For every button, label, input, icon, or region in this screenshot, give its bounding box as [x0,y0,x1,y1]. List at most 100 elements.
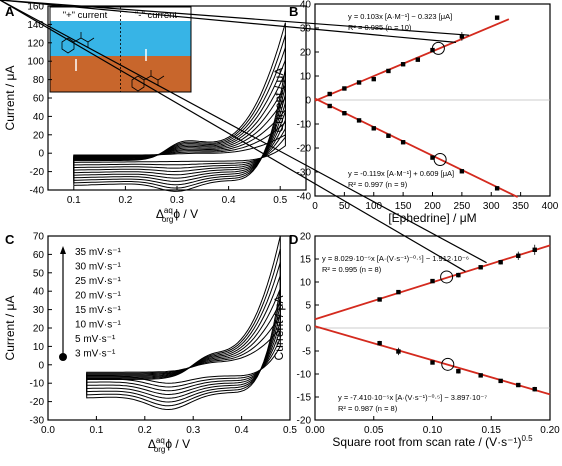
voltammogram-curve [86,235,281,411]
data-point [342,111,347,116]
x-tick-label: 0.1 [67,195,81,206]
y-axis-label: Current / μA [3,66,17,131]
data-point [494,186,500,191]
panel-d-scan-rate-dependence: D0.00 0.05 0.10 0.15 0.20-20-15-10-505101520… [0,0,560,449]
y-tick-label: 80 [33,75,45,86]
x-tick-label: 150 [395,201,412,212]
y-tick-label: -5 [302,347,311,358]
y-tick-label: -30 [297,168,312,179]
x-tick-label: 0.2 [138,425,152,436]
y-tick-label: 140 [27,20,44,31]
data-point [356,118,362,123]
data-point [415,57,421,62]
panel-letter-d: D [289,232,298,247]
x-tick-label: 0.15 [482,425,502,436]
x-tick-label: 0.0 [41,425,55,436]
y-tick-label: -30 [30,416,45,427]
data-point [516,253,521,258]
panel-letter-a: A [5,4,15,19]
fit-line [314,18,510,102]
y-tick-label: -20 [297,144,312,155]
fit-line [314,325,551,396]
voltammogram-curve [86,288,281,396]
highlight-circle [441,357,455,371]
y-tick-label: 40 [33,287,45,298]
y-tick-label: 20 [33,130,45,141]
inset-organic-phase [50,56,191,92]
y-axis-label: Current / μA [272,68,286,133]
regression-r-squared: R² = 0.995 (n = 8) [322,265,382,274]
y-axis-label: Current / μA [3,296,17,361]
x-tick-label: 0.1 [89,425,103,436]
regression-equation: y = -7.410·10⁻⁵x [A·(V·s⁻¹)⁻⁰·⁵] − 3.897… [338,393,487,402]
data-point [400,62,406,67]
data-point [327,103,332,109]
y-tick-label: 120 [27,38,44,49]
voltammogram-curve [73,22,286,192]
y-tick-label: 70 [33,232,45,243]
benzene-ring-icon [61,37,75,54]
y-tick-label: 60 [33,94,45,105]
voltammogram-curve [86,313,281,388]
y-tick-label: 20 [300,48,312,59]
data-point [400,140,406,145]
y-tick-label: 30 [33,305,45,316]
x-axis-label: [Ephedrine] / μM [388,211,476,225]
inset-header-bg [50,7,191,21]
x-tick-label: 0.5 [283,425,297,436]
direction-arrow-icon [0,0,457,43]
data-point [430,155,435,160]
data-point [459,169,465,174]
inset-aqueous-phase [50,21,191,56]
x-tick-label: 200 [424,201,441,212]
legend-start-dot-icon [59,353,67,361]
data-point [356,80,362,85]
data-point [377,297,382,302]
x-tick-label: 0.3 [170,195,184,206]
legend-entry: 35 mV·s⁻¹ [75,247,122,258]
x-tick-label: 0.4 [235,425,249,436]
voltammogram-curve [86,326,281,384]
voltammogram-curve [86,301,281,392]
data-point [371,76,376,82]
highlight-circle [431,41,445,55]
y-tick-label: -20 [30,167,45,178]
data-point [478,265,483,270]
legend-entry: 3 mV·s⁻¹ [75,349,116,360]
data-point [396,289,401,295]
data-point [342,86,347,91]
x-tick-label: 0.4 [222,195,236,206]
y-tick-label: -10 [297,120,312,131]
x-tick-label: 0.05 [364,425,384,436]
y-tick-label: -10 [297,370,312,381]
y-axis-label: Current / μA [272,296,286,361]
legend-entry: 30 mV·s⁻¹ [75,262,122,273]
y-tick-label: -20 [297,416,312,427]
data-point [430,360,435,365]
data-point [456,272,461,278]
y-tick-label: -40 [30,186,45,197]
panel-b-ephedrine-calibration: B0 50 100 150 200 250 300 350 400-40-30-20-10010… [0,0,559,225]
y-tick-label: -20 [30,397,45,408]
data-point [396,349,401,354]
y-tick-label: 20 [300,232,312,243]
y-tick-label: 0 [305,324,311,335]
panel-letter-c: C [5,232,15,247]
regression-r-squared: R² = 0.987 (n = 8) [338,404,398,413]
panel-letter-b: B [289,4,298,19]
data-point [327,91,332,97]
y-tick-label: 0 [305,96,311,107]
legend-entry: 25 mV·s⁻¹ [75,276,122,287]
data-point [456,369,461,374]
data-point [371,126,376,131]
data-point [386,68,391,74]
y-tick-label: 50 [33,268,45,279]
data-point [498,378,503,384]
x-tick-label: 250 [454,201,471,212]
direction-arrow-icon [0,0,469,36]
inset-left-label: "+" current [63,10,108,21]
panel-a-voltammograms: A "+" current "-" current 0.1 0.2 0.3 0.4 0.5 -4… [3,2,307,224]
y-tick-label: -10 [30,379,45,390]
direction-arrow-icon [0,0,466,272]
x-tick-label: 0.2 [118,195,132,206]
